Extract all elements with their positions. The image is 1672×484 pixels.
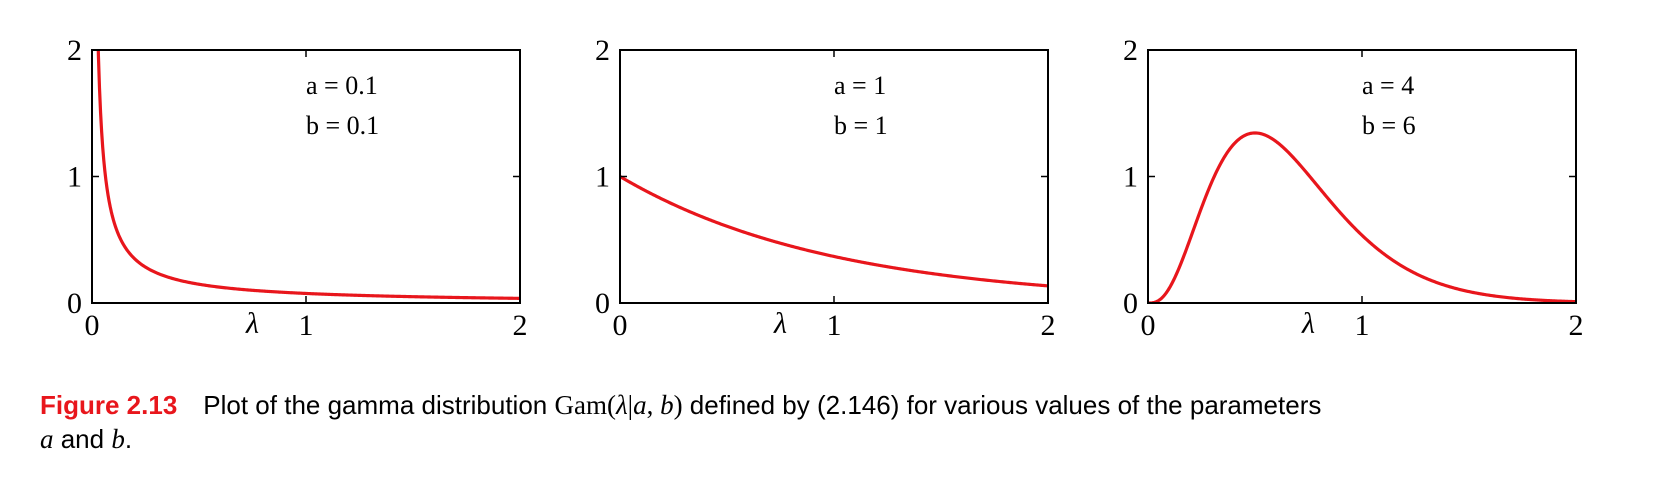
figure-number: Figure 2.13 [40, 390, 178, 420]
caption-math-bar: | [627, 390, 634, 420]
param-a-label-3: a = 4 [1362, 71, 1414, 100]
x-tick-label-1-0: 0 [85, 309, 100, 342]
x-tick-label-3-1: 1 [1355, 309, 1370, 342]
x-tick-label-2-1: 1 [827, 309, 842, 342]
caption-math-b: b [660, 390, 674, 420]
plot-panel-1: 0 1 2 0 1 2 λ a = 0.1 b = 0.1 [67, 34, 528, 342]
param-b-label-3: b = 6 [1362, 111, 1416, 140]
caption-math-close: ) [673, 390, 683, 420]
x-axis-label-3: λ [1301, 307, 1315, 340]
y-tick-label-1-2: 2 [67, 34, 82, 67]
y-tick-label-1-1: 1 [67, 161, 82, 194]
y-tick-label-1-0: 0 [67, 287, 82, 320]
caption-math-comma: , [646, 390, 661, 420]
plot-panel-3: 0 1 2 0 1 2 λ a = 4 b = 6 [1123, 34, 1584, 342]
y-tick-label-2-1: 1 [595, 161, 610, 194]
x-tick-label-1-1: 1 [299, 309, 314, 342]
y-tick-label-3-1: 1 [1123, 161, 1138, 194]
caption-math-a: a [633, 390, 647, 420]
caption-line2-and: and [53, 424, 112, 454]
param-b-label-1: b = 0.1 [306, 111, 379, 140]
figure-caption: Figure 2.13 Plot of the gamma distributio… [40, 388, 1640, 456]
caption-math-gam: Gam( [554, 390, 616, 420]
caption-text-after: defined by (2.146) for various values of… [682, 390, 1322, 420]
caption-line2-b: b [111, 424, 125, 454]
x-tick-label-3-0: 0 [1141, 309, 1156, 342]
caption-line2-a: a [40, 424, 54, 454]
param-b-label-2: b = 1 [834, 111, 888, 140]
caption-text-before: Plot of the gamma distribution [203, 390, 555, 420]
plot-panel-2: 0 1 2 0 1 2 λ a = 1 b = 1 [595, 34, 1056, 342]
y-tick-label-2-0: 0 [595, 287, 610, 320]
x-tick-label-2-2: 2 [1041, 309, 1056, 342]
series-line-1-1 [96, 50, 520, 300]
x-axis-label-2: λ [773, 307, 787, 340]
x-tick-label-1-2: 2 [513, 309, 528, 342]
x-tick-label-3-2: 2 [1569, 309, 1584, 342]
x-axis-label-1: λ [245, 307, 259, 340]
y-tick-label-3-2: 2 [1123, 34, 1138, 67]
series-line-2-1 [620, 175, 1048, 288]
series-line-3-1 [1148, 131, 1576, 303]
y-tick-label-2-2: 2 [595, 34, 610, 67]
caption-line2-end: . [124, 424, 133, 454]
y-tick-label-3-0: 0 [1123, 287, 1138, 320]
caption-math-lambda: λ [615, 390, 628, 420]
x-tick-label-2-0: 0 [613, 309, 628, 342]
param-a-label-2: a = 1 [834, 71, 886, 100]
param-a-label-1: a = 0.1 [306, 71, 378, 100]
